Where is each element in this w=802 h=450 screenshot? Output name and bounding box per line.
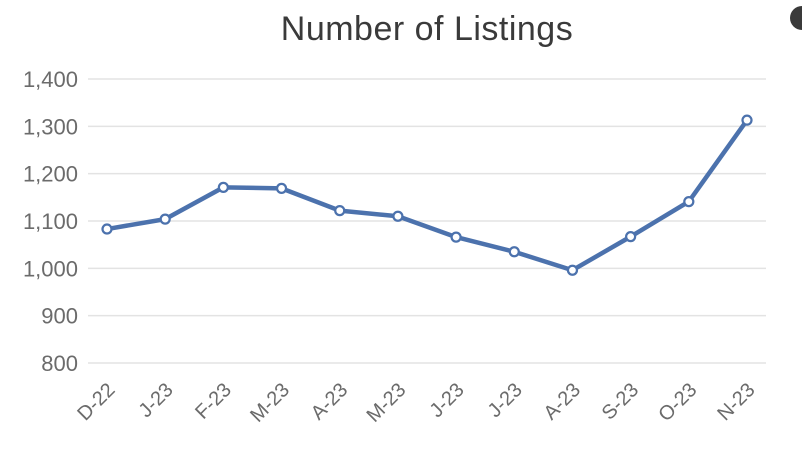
x-tick-label: A-23 bbox=[540, 379, 585, 424]
data-point bbox=[217, 181, 229, 194]
series-line bbox=[104, 117, 750, 273]
y-tick-label: 1,100 bbox=[23, 209, 78, 234]
x-tick-label: J-23 bbox=[135, 379, 178, 422]
y-tick-label: 1,000 bbox=[23, 256, 78, 281]
data-point bbox=[741, 114, 753, 126]
data-point bbox=[392, 210, 404, 222]
data-point bbox=[625, 230, 637, 243]
data-point bbox=[450, 231, 462, 243]
x-tick-label: M-23 bbox=[246, 379, 294, 427]
data-point bbox=[159, 213, 171, 225]
data-point bbox=[566, 264, 579, 276]
data-point bbox=[275, 182, 288, 194]
x-tick-label: S-23 bbox=[598, 379, 643, 424]
gridlines bbox=[88, 78, 766, 364]
data-point bbox=[334, 204, 346, 217]
data-point bbox=[683, 195, 695, 208]
series-group bbox=[101, 114, 753, 276]
x-tick-label: J-23 bbox=[426, 379, 469, 422]
y-tick-label: 800 bbox=[41, 351, 78, 376]
chart-title: Number of Listings bbox=[280, 10, 574, 48]
x-axis-tick-labels: D-22 J-23 F-23 M-23 A-23 M-23 J-23 J-23 A-23 S-23… bbox=[73, 379, 759, 427]
x-tick-label: D-22 bbox=[73, 379, 119, 425]
x-tick-label: M-23 bbox=[363, 379, 411, 427]
y-tick-label: 900 bbox=[41, 304, 78, 329]
x-tick-label: A-23 bbox=[307, 379, 352, 424]
x-tick-label: F-23 bbox=[191, 379, 236, 424]
x-tick-label: O-23 bbox=[654, 379, 701, 426]
y-axis-tick-labels: 800 900 1,000 1,100 1,200 1,300 1,400 bbox=[23, 67, 78, 376]
edge-partial-button[interactable] bbox=[790, 6, 802, 30]
y-tick-label: 1,400 bbox=[23, 67, 78, 92]
y-tick-label: 1,200 bbox=[23, 162, 78, 187]
data-point bbox=[508, 246, 520, 258]
x-tick-label: N-23 bbox=[713, 379, 759, 425]
data-point bbox=[101, 223, 113, 235]
x-tick-label: J-23 bbox=[484, 379, 527, 422]
y-tick-label: 1,300 bbox=[23, 114, 78, 139]
